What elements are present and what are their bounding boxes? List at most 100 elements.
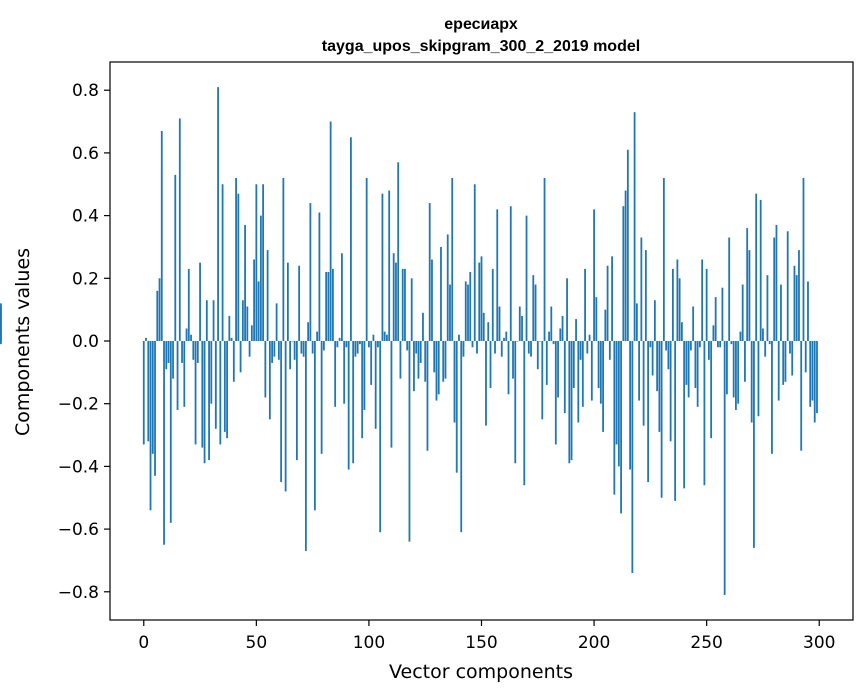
bar — [354, 341, 357, 357]
bar — [705, 268, 708, 341]
bar — [142, 341, 145, 445]
bar — [798, 250, 800, 341]
bar — [363, 341, 366, 410]
bar — [359, 341, 361, 345]
bar — [341, 253, 343, 341]
bar — [541, 341, 544, 420]
bar — [449, 284, 451, 341]
bar — [485, 341, 487, 426]
bar — [467, 284, 469, 341]
bar — [205, 300, 208, 341]
bar — [365, 177, 368, 341]
bar — [626, 149, 629, 341]
bar — [397, 162, 400, 341]
bar — [289, 341, 292, 370]
bar — [464, 281, 467, 341]
bar — [586, 341, 589, 354]
bar — [548, 331, 550, 341]
bar — [604, 309, 607, 341]
bar — [523, 341, 526, 486]
bar — [703, 341, 706, 486]
bar — [572, 341, 575, 389]
bar — [345, 341, 348, 348]
bar — [271, 341, 274, 363]
bar — [744, 341, 746, 382]
bar — [302, 341, 305, 357]
axes-layer: 0 50 100 150 200 250 300 −0.8 −0.6 −0.4 −0.2 0.0 0.2… — [58, 61, 854, 653]
bar — [320, 341, 323, 454]
bar — [151, 341, 154, 454]
bar — [478, 262, 481, 341]
bar — [408, 341, 411, 542]
bar — [525, 215, 528, 341]
y-tick-label: −0.2 — [58, 395, 99, 415]
bar — [257, 281, 260, 341]
bar — [300, 341, 303, 354]
bar — [253, 259, 255, 341]
bar — [640, 237, 643, 341]
bar — [753, 341, 755, 548]
bar — [350, 137, 352, 341]
x-tick-label: 300 — [803, 633, 835, 653]
bar — [532, 275, 535, 341]
bar — [453, 341, 456, 423]
bar — [388, 190, 391, 341]
bar — [550, 306, 553, 341]
bar — [444, 341, 447, 379]
bar — [728, 237, 731, 341]
bar — [721, 287, 724, 341]
y-tick-label: 0.4 — [72, 207, 99, 227]
bar — [174, 174, 177, 341]
bar — [318, 212, 321, 341]
bar — [766, 275, 769, 341]
bar — [530, 341, 532, 357]
bar — [516, 341, 519, 342]
bar — [178, 118, 181, 342]
bar — [662, 177, 665, 341]
bar — [624, 190, 627, 341]
bar — [322, 341, 325, 351]
bar — [638, 341, 641, 401]
bar — [496, 209, 499, 341]
bar — [311, 341, 314, 354]
bar — [275, 303, 278, 341]
bar — [710, 341, 713, 439]
bar — [0, 303, 2, 341]
bar — [334, 341, 337, 407]
bar — [156, 290, 159, 341]
bar — [674, 341, 677, 501]
bar — [676, 259, 679, 341]
bar — [379, 341, 382, 533]
bar — [307, 322, 310, 341]
bar — [685, 341, 688, 385]
bar — [489, 341, 492, 389]
bar — [633, 112, 636, 341]
bar — [455, 341, 458, 473]
bar — [277, 341, 280, 360]
bar — [235, 177, 237, 341]
bar — [816, 341, 818, 414]
bar — [599, 341, 602, 404]
bar — [255, 184, 258, 341]
bar — [201, 341, 204, 448]
bar — [426, 341, 429, 451]
bar — [708, 341, 710, 360]
bar — [336, 341, 339, 348]
bar — [410, 278, 413, 341]
bar — [284, 341, 287, 492]
chart-subtitle: tayga_upos_skipgram_300_2_2019 model — [322, 38, 640, 55]
bar — [431, 259, 433, 341]
bar — [780, 284, 782, 341]
bar — [246, 306, 249, 341]
bar — [428, 203, 431, 341]
bar — [462, 341, 465, 357]
x-tick-label: 100 — [353, 633, 385, 653]
bar — [392, 253, 395, 341]
bar — [347, 341, 350, 470]
bar — [266, 250, 269, 341]
bar — [167, 341, 170, 363]
bar — [757, 341, 760, 417]
bar — [667, 341, 670, 370]
bar — [223, 341, 226, 432]
bar — [273, 341, 276, 357]
